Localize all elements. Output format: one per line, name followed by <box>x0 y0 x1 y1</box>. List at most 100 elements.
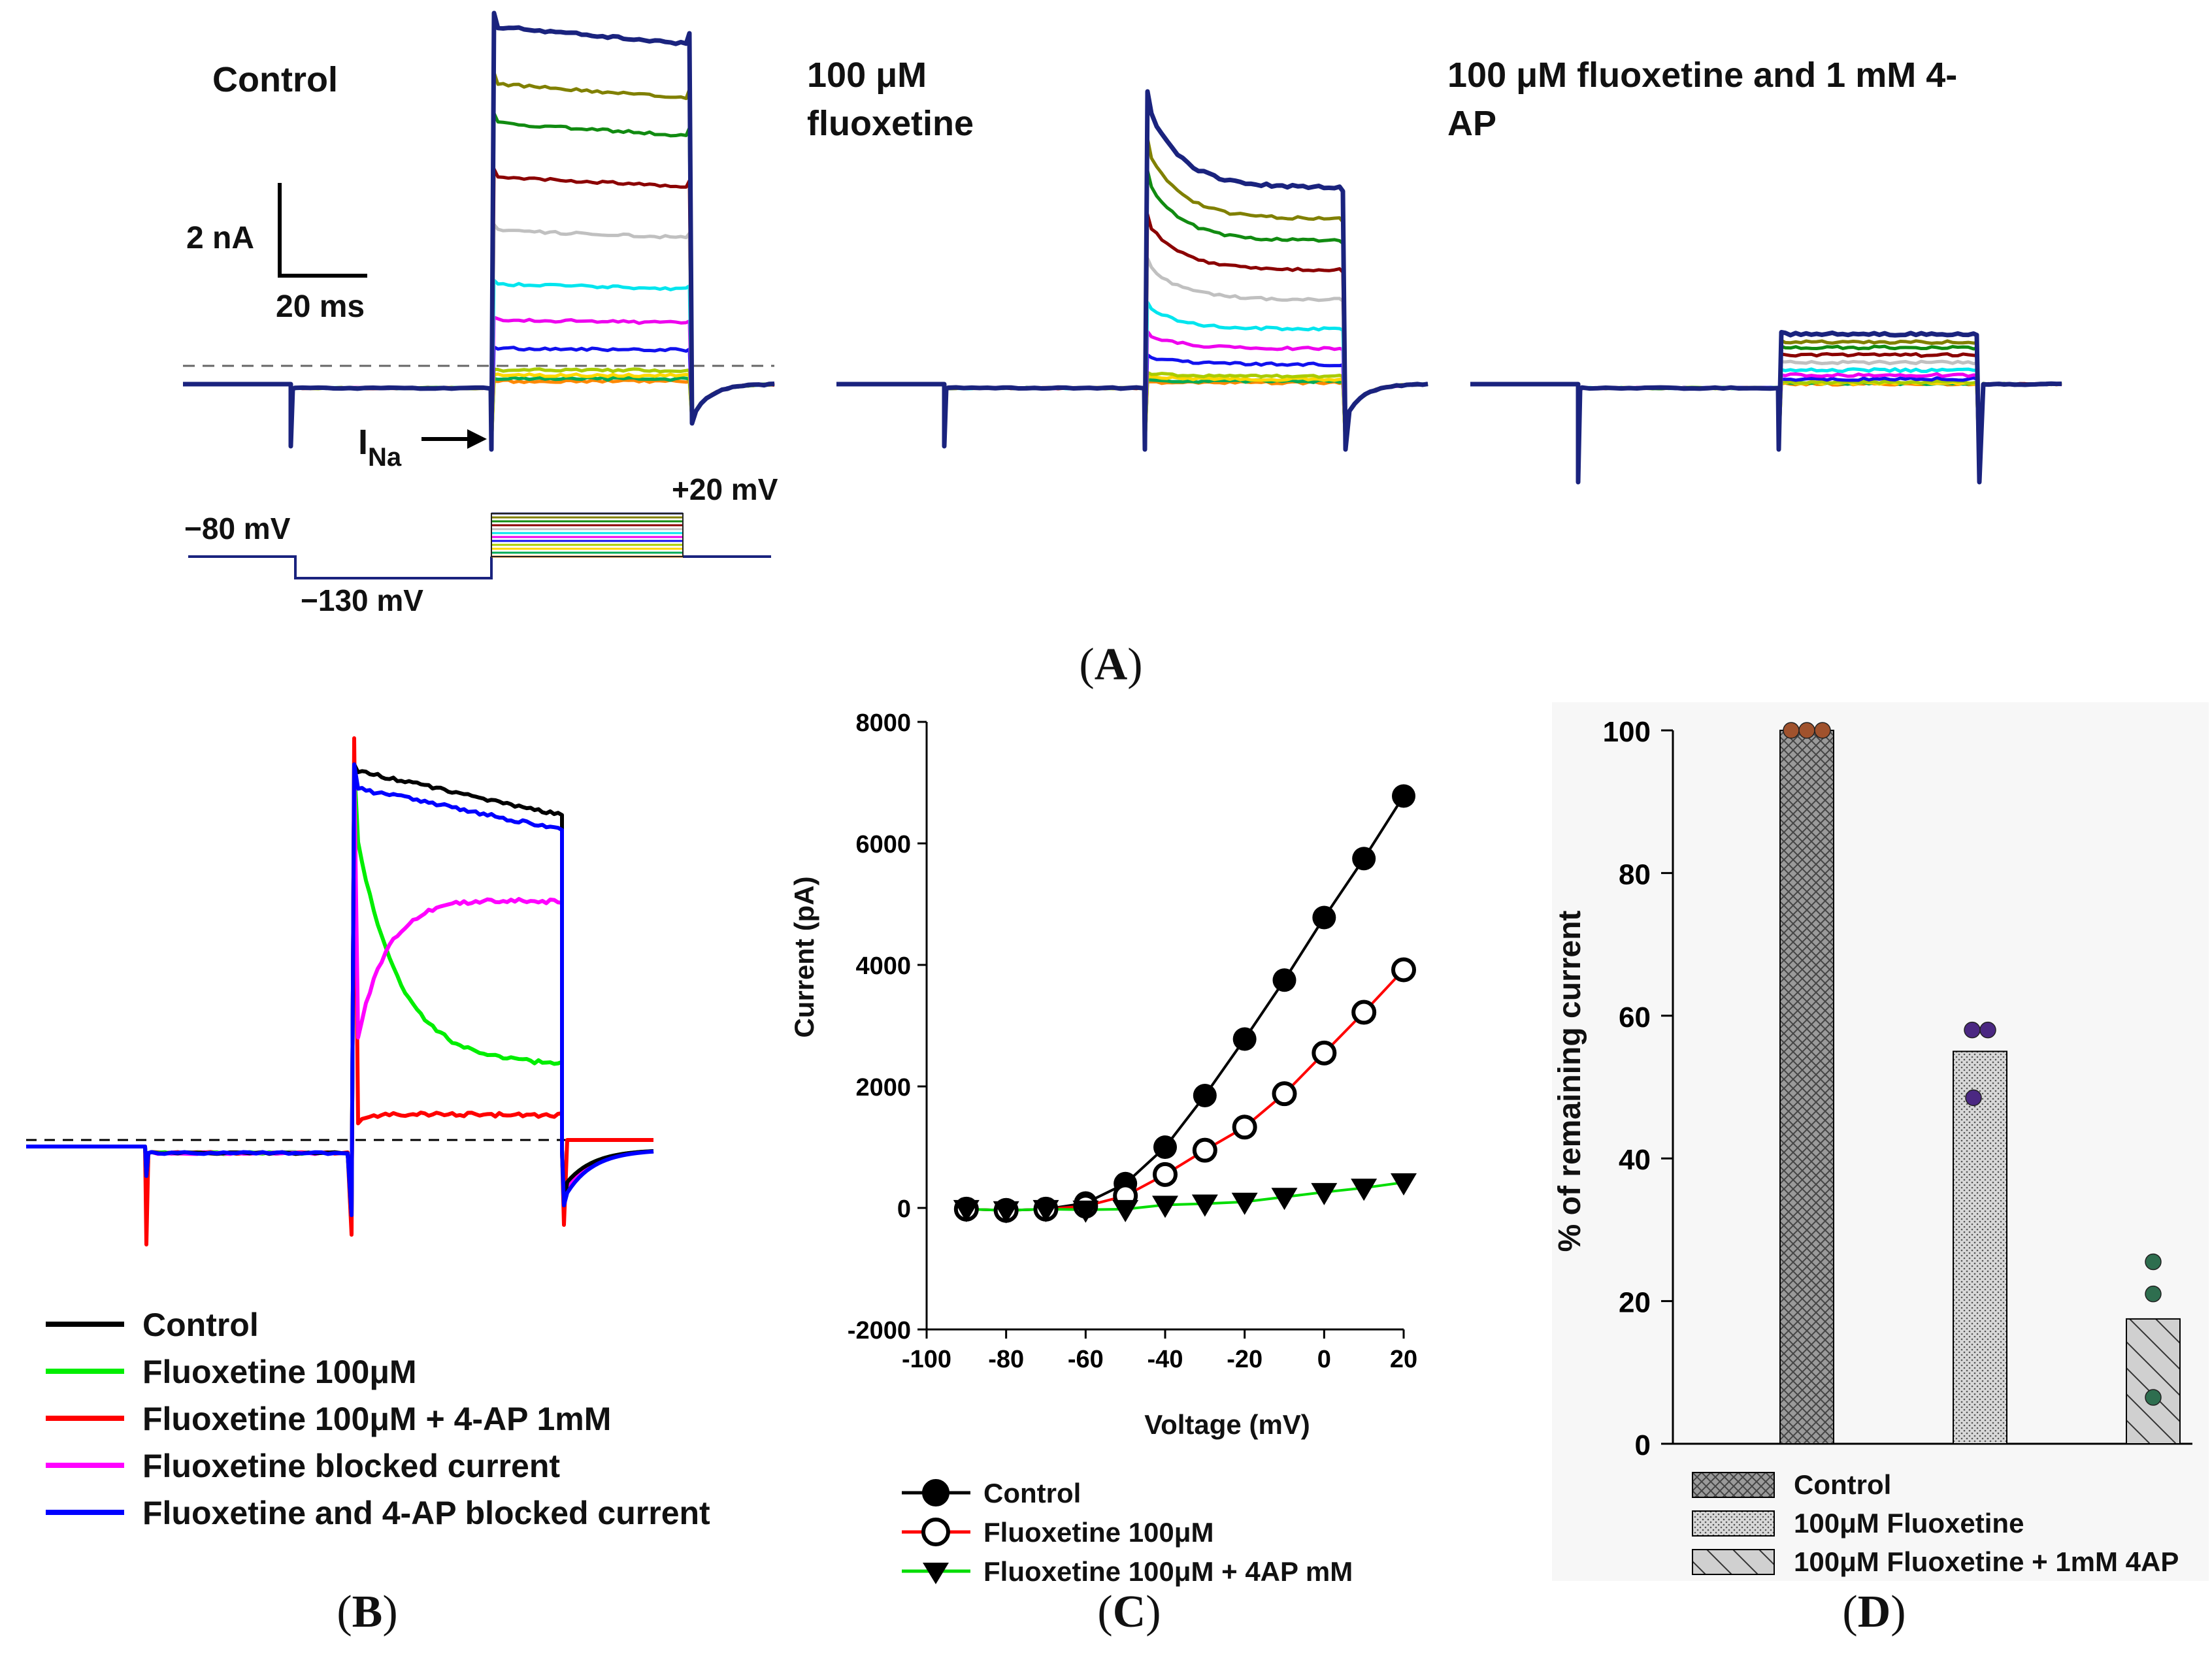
iv-x-tick-label: -20 <box>1227 1346 1263 1373</box>
current-trace <box>1470 381 2062 484</box>
legend-label-fluoxetine-blocked: Fluoxetine blocked current <box>142 1448 560 1484</box>
bar-legend-swatch-control <box>1692 1472 1775 1498</box>
bar-legend: Control 100μM Fluoxetine 100μM Fluoxetin… <box>1692 1469 2179 1577</box>
legend-label-fluoxetine-4ap: Fluoxetine 100μM + 4-AP 1mM <box>142 1401 611 1437</box>
current-trace <box>1470 352 2062 484</box>
trace-title-fluoxetine-box: 100 μM fluoxetine <box>807 56 974 143</box>
iv-point-fluoxetine-4ap <box>1231 1192 1258 1215</box>
iv-point-control <box>1312 905 1336 930</box>
iv-point-fluoxetine <box>1272 1081 1297 1107</box>
bar-axes: 0 20 40 60 80 100 <box>1603 716 2192 1461</box>
trace-title-fluoxetine-4ap-box: 100 μM fluoxetine and 1 mM 4-AP <box>1447 56 1957 143</box>
current-trace <box>183 10 775 452</box>
trace-title-fluoxetine: 100 μM fluoxetine <box>807 56 974 143</box>
iv-series-line <box>966 795 1405 1212</box>
iv-point-fluoxetine-4ap <box>1271 1188 1298 1211</box>
bar-legend-label-fluoxetine: 100μM Fluoxetine <box>1794 1508 2024 1538</box>
bar-legend-swatch-fluoxetine <box>1692 1510 1775 1537</box>
panel-b-letter: B <box>352 1587 383 1637</box>
iv-point-fluoxetine-4ap <box>1152 1196 1178 1218</box>
iv-point-fluoxetine-4ap <box>1032 1199 1059 1222</box>
current-trace <box>836 212 1428 451</box>
legend-label-control: Control <box>142 1307 259 1343</box>
iv-point-control <box>1352 847 1376 871</box>
fluoxetine-4ap-current-traces <box>1470 329 2062 485</box>
bar-data-point <box>2145 1253 2162 1271</box>
panel-a-label: (A) <box>1079 640 1142 690</box>
current-trace <box>1470 379 2062 484</box>
panel-b-trace <box>26 762 654 1217</box>
iv-y-tick-label: 0 <box>897 1196 911 1223</box>
current-trace <box>836 378 1428 451</box>
bar <box>2126 1318 2181 1445</box>
bar-legend-label-control: Control <box>1794 1469 1891 1500</box>
current-trace <box>836 353 1428 451</box>
current-trace <box>836 329 1428 451</box>
bar-y-tick-label: 60 <box>1619 1001 1651 1033</box>
scale-bar <box>278 183 367 278</box>
iv-series <box>953 784 1417 1224</box>
iv-series-line <box>966 969 1405 1212</box>
current-trace <box>836 380 1428 451</box>
panel-b-legend: Control Fluoxetine 100μM Fluoxetine 100μ… <box>46 1307 710 1531</box>
bar-data-point <box>1964 1021 1981 1039</box>
current-trace <box>836 169 1428 451</box>
control-current-traces <box>183 10 775 452</box>
bar-data-point <box>1798 722 1815 739</box>
current-trace <box>183 111 775 451</box>
voltage-protocol <box>188 512 771 579</box>
panel-b-label: (B) <box>337 1587 397 1637</box>
iv-point-fluoxetine <box>1351 1000 1377 1025</box>
bar-series <box>1779 722 2181 1445</box>
bar-data-point <box>1783 722 1800 739</box>
bar <box>1779 730 1834 1444</box>
bar-y-tick-label: 100 <box>1603 716 1651 748</box>
iv-point-fluoxetine-4ap <box>1391 1173 1417 1196</box>
panel-a-letter: A <box>1095 640 1128 690</box>
iv-point-fluoxetine-4ap <box>1311 1182 1338 1205</box>
iv-point-fluoxetine <box>1232 1115 1257 1140</box>
iv-y-tick-label: 2000 <box>855 1074 911 1101</box>
bar-y-tick-label: 40 <box>1619 1144 1651 1176</box>
iv-point-fluoxetine-4ap <box>1072 1200 1099 1223</box>
iv-point-control <box>1272 968 1296 992</box>
legend-label-fluoxetine: Fluoxetine 100μM <box>142 1354 417 1390</box>
trace-title-control: Control <box>212 60 338 99</box>
bar-legend-label-fluoxetine-4ap: 100μM Fluoxetine + 1mM 4AP <box>1794 1546 2179 1577</box>
iv-y-tick-label: 4000 <box>855 952 911 980</box>
iv-y-tick-label: 6000 <box>855 831 911 858</box>
current-trace <box>836 89 1428 452</box>
bar-chart-background <box>1552 702 2209 1581</box>
current-trace <box>183 167 775 451</box>
iv-point-fluoxetine <box>1312 1040 1337 1066</box>
panel-d-label: (D) <box>1842 1587 1906 1637</box>
panel-d: 0 20 40 60 80 100 % of remaining current Cont… <box>1552 702 2209 1637</box>
scale-time-label: 20 ms <box>276 289 365 324</box>
iv-point-fluoxetine-4ap <box>953 1199 980 1222</box>
ina-main: I <box>358 423 368 462</box>
bar-y-tick-label: 80 <box>1619 858 1651 890</box>
iv-series-line <box>966 1180 1404 1212</box>
current-trace <box>183 278 775 451</box>
panel-b: Control Fluoxetine 100μM Fluoxetine 100μ… <box>26 736 710 1637</box>
scale-current-label: 2 nA <box>186 221 254 255</box>
fluoxetine-current-traces <box>836 89 1428 452</box>
iv-point-fluoxetine-4ap <box>1191 1194 1218 1217</box>
iv-legend-marker-fluoxetine-4ap <box>923 1563 949 1584</box>
iv-legend-label-fluoxetine: Fluoxetine 100μM <box>983 1517 1213 1548</box>
iv-legend-label-fluoxetine-4ap: Fluoxetine 100μM + 4AP mM <box>983 1556 1353 1587</box>
panel-d-letter: D <box>1858 1587 1891 1637</box>
iv-x-tick-label: -60 <box>1068 1346 1104 1373</box>
current-trace <box>183 223 775 451</box>
bar-legend-swatch-fluoxetine-4ap <box>1692 1549 1775 1575</box>
protocol-prepulse-label: −130 mV <box>301 583 423 617</box>
iv-legend-marker-control <box>922 1479 949 1506</box>
bar-data-point <box>1814 722 1831 739</box>
current-trace <box>1470 376 2062 484</box>
legend-label-fluoxetine-4ap-blocked: Fluoxetine and 4-AP blocked current <box>142 1495 710 1531</box>
panel-c: -2000 0 2000 4000 6000 8000 -100 -80 -60 -40 -20 0 2… <box>789 709 1417 1637</box>
iv-point-control <box>1153 1135 1177 1159</box>
bar-data-point <box>1979 1021 1996 1039</box>
iv-y-tick-label: 8000 <box>855 709 911 737</box>
